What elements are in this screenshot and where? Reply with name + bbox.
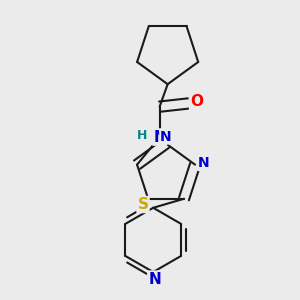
Text: N: N: [160, 130, 172, 143]
Text: N: N: [198, 156, 210, 170]
Text: O: O: [190, 94, 203, 109]
Text: S: S: [137, 197, 148, 212]
Text: N: N: [148, 272, 161, 286]
Text: H: H: [137, 129, 147, 142]
Text: N: N: [153, 130, 166, 145]
